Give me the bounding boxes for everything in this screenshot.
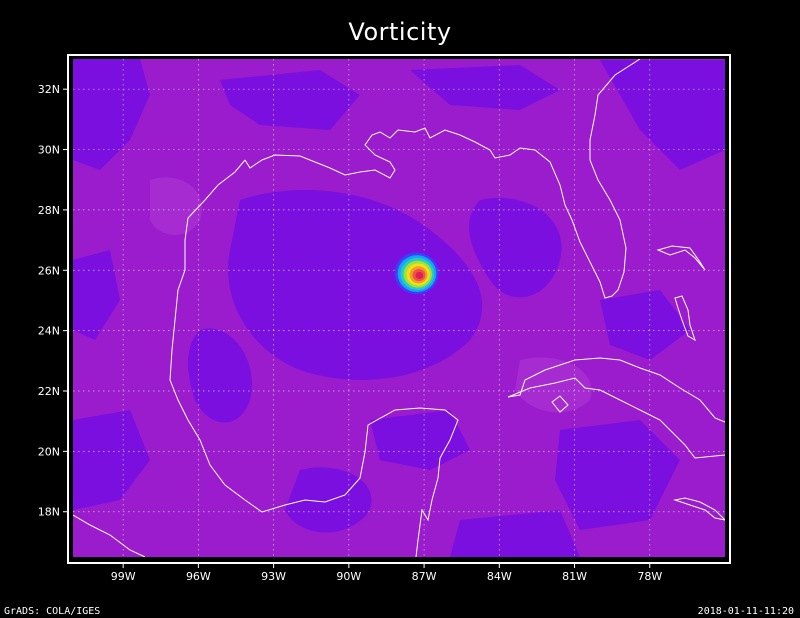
y-tick-label: 24N [38,325,60,338]
y-tick-label: 22N [38,385,60,398]
x-tick-label: 99W [111,570,136,583]
x-tick-label: 84W [487,570,512,583]
footer-timestamp: 2018-01-11-11:20 [697,606,794,617]
y-axis: 18N 20N 22N 24N 26N 28N 30N 32N [38,83,68,519]
y-tick-label: 26N [38,264,60,277]
y-tick-label: 32N [38,83,60,96]
vortex-contour [415,271,424,280]
y-tick-label: 18N [38,506,60,519]
vorticity-low-areas [73,59,725,557]
map-title: Vorticity [348,18,452,46]
x-tick-label: 81W [562,570,587,583]
x-tick-label: 90W [336,570,361,583]
x-axis: 99W 96W 93W 90W 87W 84W 81W 78W [111,563,662,583]
x-tick-label: 93W [261,570,286,583]
x-tick-label: 96W [186,570,211,583]
x-tick-label: 87W [412,570,437,583]
plot-frame [67,54,731,564]
x-tick-label: 78W [637,570,662,583]
y-tick-label: 30N [38,144,60,157]
y-tick-label: 20N [38,445,60,458]
coastlines [73,59,725,557]
y-tick-label: 28N [38,204,60,217]
footer-credit: GrADS: COLA/IGES [4,606,101,617]
vortex-maximum [394,252,439,295]
